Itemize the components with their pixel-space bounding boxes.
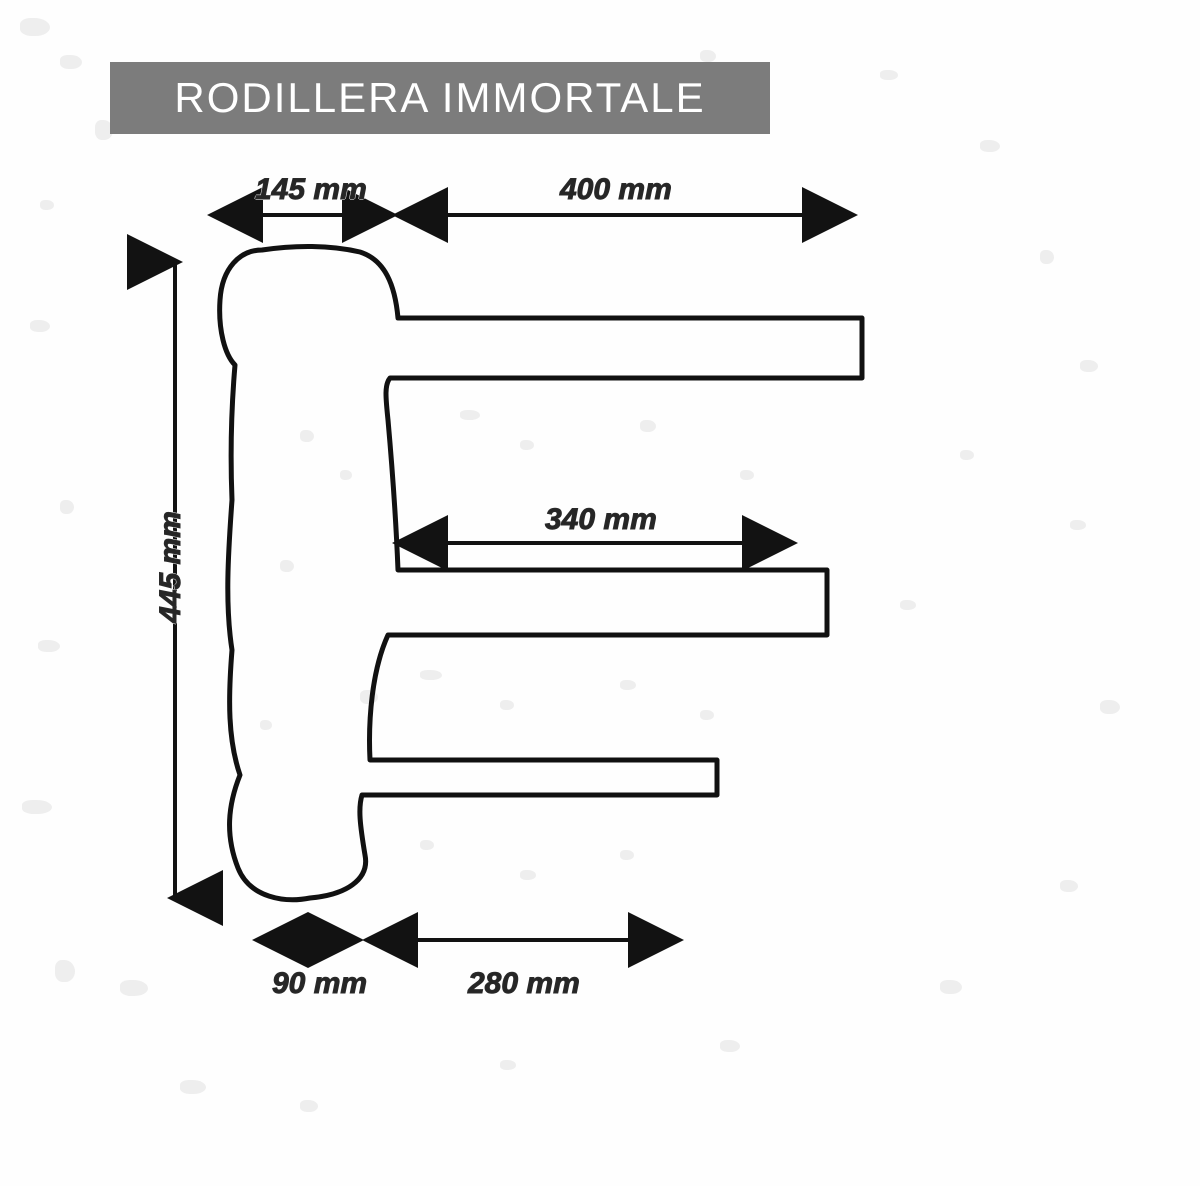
dim-90-label: 90 mm [272,967,367,1001]
product-outline [220,246,862,899]
dim-340-label: 340 mm [545,503,657,537]
dim-145-label: 145 mm [255,173,367,207]
dim-280-label: 280 mm [468,967,580,1001]
dim-445-v-label: 445 mm [154,511,188,623]
dim-400-label: 400 mm [560,173,672,207]
dimension-lines [175,215,850,940]
diagram-canvas: RODILLERA IMMORTALE 145 mm400 mm340 mm90… [0,0,1200,1186]
